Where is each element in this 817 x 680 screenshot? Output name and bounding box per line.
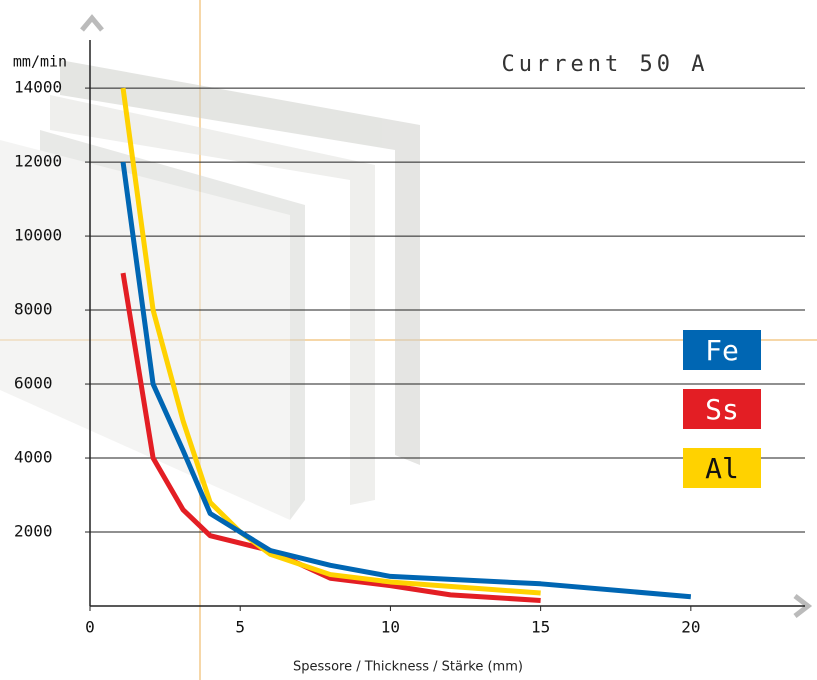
y-tick-label: 14000 [14, 78, 62, 97]
y-tick-label: 4000 [14, 448, 53, 467]
x-tick-label: 10 [381, 618, 400, 637]
x-tick-label: 5 [235, 618, 245, 637]
y-tick-label: 12000 [14, 152, 62, 171]
legend-item: Fe [683, 330, 761, 370]
chart: Current 50 A mm/min Spessore / Thickness… [0, 0, 817, 680]
y-tick-label: 6000 [14, 374, 53, 393]
y-tick-label: 10000 [14, 226, 62, 245]
axis-arrow [82, 18, 102, 30]
chart-title: Current 50 A [502, 52, 709, 77]
y-axis-label: mm/min [13, 53, 67, 71]
legend-label: Al [705, 452, 739, 485]
legend-label: Ss [705, 393, 739, 426]
legend-label: Fe [705, 334, 739, 367]
legend-item: Al [683, 448, 761, 488]
x-tick-label: 20 [681, 618, 700, 637]
y-tick-label: 2000 [14, 522, 53, 541]
y-tick-label: 8000 [14, 300, 53, 319]
legend-item: Ss [683, 389, 761, 429]
x-tick-label: 0 [85, 618, 95, 637]
x-axis-label: Spessore / Thickness / Stärke (mm) [293, 660, 523, 675]
x-tick-label: 15 [531, 618, 550, 637]
metal-plates [0, 60, 420, 520]
